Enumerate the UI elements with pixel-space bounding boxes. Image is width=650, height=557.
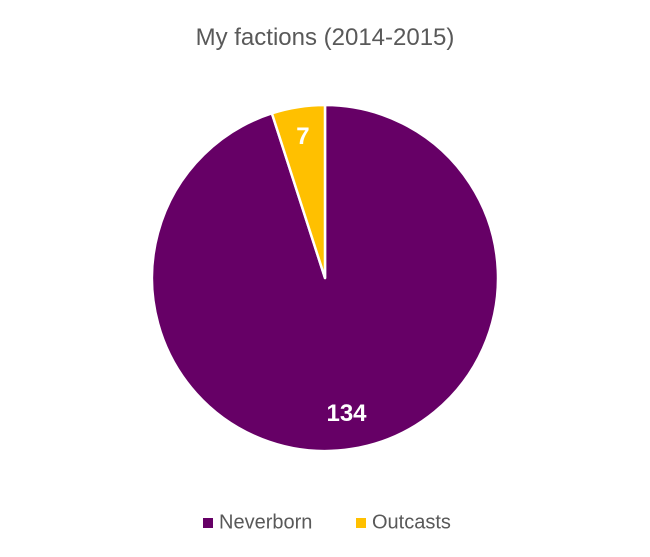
legend-item-outcasts: Outcasts [356, 511, 451, 533]
legend-label-neverborn: Neverborn [219, 511, 312, 533]
legend-item-neverborn: Neverborn [203, 511, 312, 533]
pie-data-labels: 134 7 [296, 123, 367, 427]
legend: Neverborn Outcasts [203, 511, 451, 533]
chart-title: My factions (2014-2015) [196, 24, 455, 51]
pie-slice-outcasts [270, 103, 327, 280]
legend-swatch-neverborn [203, 518, 213, 528]
data-label-neverborn: 134 [326, 400, 367, 427]
pie-slices [150, 103, 500, 453]
legend-swatch-outcasts [356, 518, 366, 528]
legend-label-outcasts: Outcasts [372, 511, 451, 533]
data-label-outcasts: 7 [296, 123, 309, 150]
